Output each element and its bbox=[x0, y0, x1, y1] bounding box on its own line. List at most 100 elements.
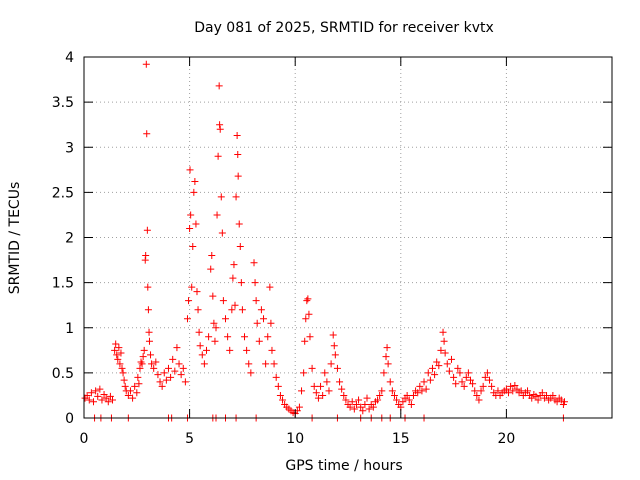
data-point bbox=[440, 337, 448, 345]
data-point bbox=[111, 346, 119, 354]
data-point bbox=[390, 391, 398, 399]
data-point bbox=[129, 394, 137, 402]
data-point bbox=[447, 355, 455, 363]
data-point bbox=[346, 403, 354, 411]
data-point bbox=[185, 297, 193, 305]
data-point bbox=[312, 389, 320, 397]
data-point bbox=[274, 382, 282, 390]
data-point bbox=[303, 297, 311, 305]
data-point bbox=[115, 344, 123, 352]
data-point bbox=[460, 382, 468, 390]
data-point bbox=[437, 346, 445, 354]
data-point bbox=[150, 364, 158, 372]
data-point bbox=[183, 315, 191, 323]
data-point bbox=[418, 387, 426, 395]
data-point bbox=[466, 376, 474, 384]
data-point bbox=[305, 310, 313, 318]
x-tick-label: 5 bbox=[185, 431, 194, 447]
data-point bbox=[388, 387, 396, 395]
data-point bbox=[234, 150, 242, 158]
data-point bbox=[426, 376, 434, 384]
data-point bbox=[167, 373, 175, 381]
data-point bbox=[479, 382, 487, 390]
data-point bbox=[302, 315, 310, 323]
data-point bbox=[237, 279, 245, 287]
data-point bbox=[252, 297, 260, 305]
data-point bbox=[195, 328, 203, 336]
data-point bbox=[340, 391, 348, 399]
data-point bbox=[124, 391, 132, 399]
data-point bbox=[219, 297, 227, 305]
data-point bbox=[137, 358, 145, 366]
data-point bbox=[369, 403, 377, 411]
data-point bbox=[135, 380, 143, 388]
data-point bbox=[250, 259, 258, 267]
data-point bbox=[90, 398, 98, 406]
data-point bbox=[538, 389, 546, 397]
data-point bbox=[524, 387, 532, 395]
data-point bbox=[200, 360, 208, 368]
data-point bbox=[133, 389, 141, 397]
data-point bbox=[323, 378, 331, 386]
data-point bbox=[94, 392, 102, 400]
data-point bbox=[473, 391, 481, 399]
data-point bbox=[245, 360, 253, 368]
data-point bbox=[106, 392, 114, 400]
data-point bbox=[357, 403, 365, 411]
data-point bbox=[462, 373, 470, 381]
data-point bbox=[156, 378, 164, 386]
data-point bbox=[306, 333, 314, 341]
data-point bbox=[154, 371, 162, 379]
data-point bbox=[148, 360, 156, 368]
data-point bbox=[407, 400, 415, 408]
data-point bbox=[140, 346, 148, 354]
data-points-layer bbox=[81, 60, 568, 422]
data-point bbox=[534, 396, 542, 404]
data-point bbox=[83, 391, 91, 399]
data-point bbox=[380, 369, 388, 377]
data-point bbox=[104, 398, 112, 406]
data-point bbox=[253, 319, 261, 327]
data-point bbox=[352, 400, 360, 408]
data-point bbox=[338, 385, 346, 393]
data-point bbox=[260, 315, 268, 323]
data-point bbox=[317, 382, 325, 390]
y-tick-label: 3.5 bbox=[52, 95, 74, 111]
data-point bbox=[433, 358, 441, 366]
data-point bbox=[310, 382, 318, 390]
data-point bbox=[143, 226, 151, 234]
data-point bbox=[138, 360, 146, 368]
data-point bbox=[393, 396, 401, 404]
data-point bbox=[355, 396, 363, 404]
data-point bbox=[224, 333, 232, 341]
data-point bbox=[181, 378, 189, 386]
data-point bbox=[222, 315, 230, 323]
data-point bbox=[207, 265, 215, 273]
data-point bbox=[439, 328, 447, 336]
data-point bbox=[327, 360, 335, 368]
data-point bbox=[557, 396, 565, 404]
data-point bbox=[142, 252, 150, 260]
data-point bbox=[301, 337, 309, 345]
x-tick-label: 20 bbox=[497, 431, 515, 447]
data-point bbox=[361, 400, 369, 408]
data-point bbox=[196, 342, 204, 350]
data-point bbox=[268, 346, 276, 354]
data-point bbox=[399, 398, 407, 406]
data-point bbox=[517, 387, 525, 395]
data-point bbox=[494, 387, 502, 395]
data-point bbox=[502, 385, 510, 393]
data-point bbox=[428, 364, 436, 372]
data-point bbox=[336, 378, 344, 386]
data-point bbox=[267, 319, 275, 327]
y-tick-label: 1.5 bbox=[52, 276, 74, 292]
y-tick-label: 0 bbox=[65, 411, 74, 427]
data-point bbox=[208, 252, 216, 260]
data-point bbox=[121, 382, 129, 390]
data-point bbox=[143, 130, 151, 138]
data-point bbox=[264, 333, 272, 341]
data-point bbox=[443, 360, 451, 368]
data-point bbox=[118, 364, 126, 372]
data-point bbox=[100, 391, 108, 399]
data-point bbox=[120, 376, 128, 384]
